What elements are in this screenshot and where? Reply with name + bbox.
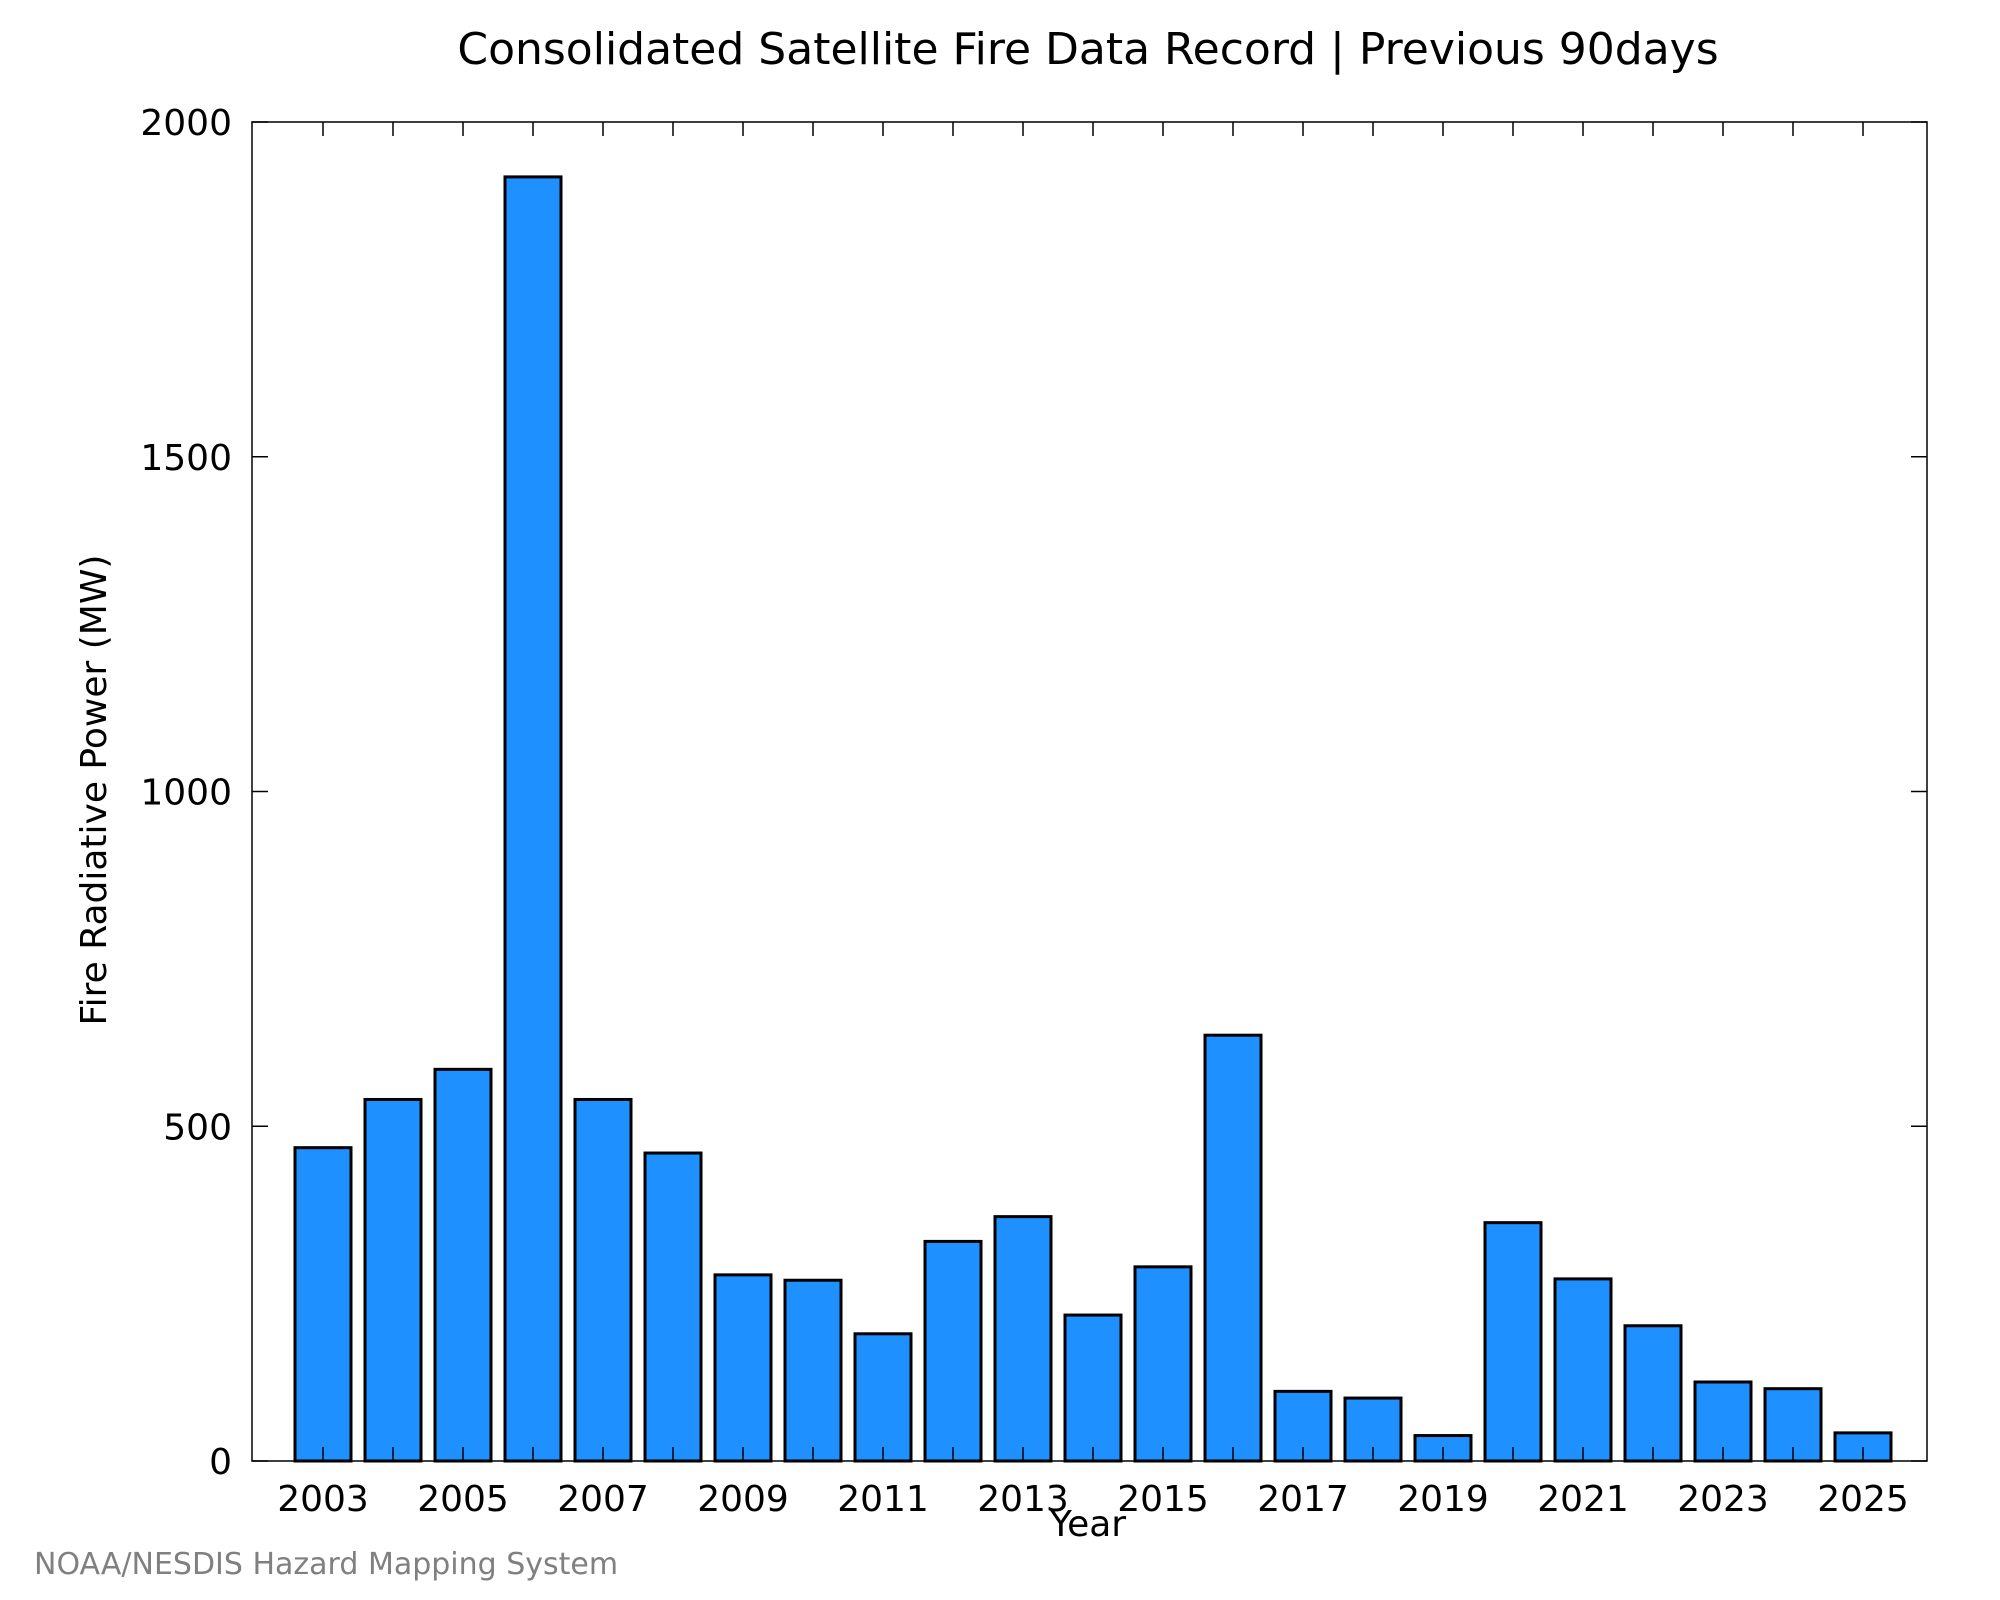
y-tick-label: 1500 (140, 438, 232, 479)
x-tick-label: 2007 (557, 1479, 649, 1520)
bar-2003 (293, 1146, 353, 1463)
x-tick-label: 2003 (277, 1479, 369, 1520)
bar-2013 (993, 1215, 1053, 1463)
x-tick-label: 2021 (1537, 1479, 1629, 1520)
x-axis-label: Year (1049, 1504, 1126, 1545)
axes-group (251, 121, 1928, 1462)
bar-2011 (853, 1332, 913, 1463)
x-tick-label: 2017 (1257, 1479, 1349, 1520)
bar-2008 (643, 1151, 703, 1463)
x-tick-label: 2005 (417, 1479, 509, 1520)
x-tick-label: 2019 (1397, 1479, 1489, 1520)
bar-2004 (363, 1097, 423, 1463)
bar-2021 (1553, 1277, 1613, 1463)
x-tick-label: 2009 (697, 1479, 789, 1520)
bar-2015 (1133, 1265, 1193, 1463)
y-tick-label: 0 (209, 1442, 232, 1483)
bar-2016 (1203, 1033, 1263, 1463)
bar-2007 (573, 1097, 633, 1463)
x-tick-label: 2013 (977, 1479, 1069, 1520)
plot-frame (251, 121, 1928, 1462)
bar-2014 (1063, 1313, 1123, 1463)
x-tick-label: 2011 (837, 1479, 929, 1520)
y-tick-label: 500 (163, 1107, 232, 1148)
bar-2010 (783, 1278, 843, 1463)
bar-2005 (433, 1067, 493, 1463)
bar-2009 (713, 1273, 773, 1463)
chart-title: Consolidated Satellite Fire Data Record … (457, 24, 1718, 75)
bar-2012 (923, 1239, 983, 1463)
bar-2006 (503, 175, 563, 1463)
y-tick-label: 1000 (140, 773, 232, 814)
ticks-group: 0 500 1000 1500 2000 2003 2005 2007 2009 2011 2013… (140, 103, 1927, 1520)
x-tick-label: 2023 (1677, 1479, 1769, 1520)
bar-2022 (1623, 1324, 1683, 1463)
x-tick-label: 2025 (1817, 1479, 1909, 1520)
x-tick-label: 2015 (1117, 1479, 1209, 1520)
y-tick-label: 2000 (140, 103, 232, 144)
bars-group (293, 175, 1893, 1463)
source-credit: NOAA/NESDIS Hazard Mapping System (34, 1547, 618, 1582)
y-axis-label: Fire Radiative Power (MW) (74, 555, 115, 1026)
bar-2020 (1483, 1221, 1543, 1463)
